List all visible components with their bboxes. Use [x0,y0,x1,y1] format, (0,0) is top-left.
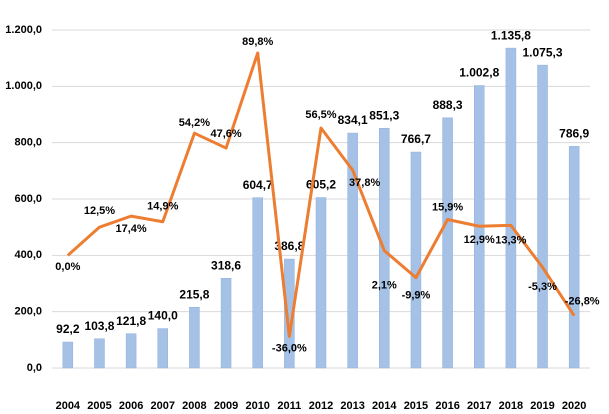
bar-value-label: 786,9 [559,127,589,141]
bar-value-label: 834,1 [338,113,368,127]
x-tick-label: 2014 [372,400,397,412]
bar [410,151,422,369]
x-tick-label: 2010 [245,400,269,412]
bar [537,64,548,369]
bar-value-label: 851,3 [369,108,399,122]
x-tick-label: 2008 [182,400,206,412]
bar [125,333,137,369]
line-value-label: -26,8% [565,296,600,308]
bar-value-label: 121,8 [116,314,146,328]
bar [62,341,74,369]
x-tick-label: 2007 [151,400,175,412]
x-tick-label: 2019 [530,400,554,412]
line-value-label: 2,1% [372,280,397,292]
bar-value-label: 103,8 [84,319,114,333]
x-tick-label: 2016 [435,400,459,412]
line-value-label: 47,6% [210,128,241,140]
bar-value-label: 1.002,8 [459,66,499,80]
bar [284,258,295,369]
bar-value-label: 604,7 [243,178,273,192]
x-tick-label: 2012 [309,400,333,412]
bar-value-label: 140,0 [148,309,178,323]
bar [94,338,105,369]
line-value-label: 54,2% [179,117,210,129]
bar [252,197,263,369]
line [66,51,576,338]
y-tick-label: 400,0 [14,249,42,261]
bar [189,306,200,369]
x-tick-label: 2018 [499,400,523,412]
bar-value-label: 1.135,8 [491,28,531,42]
line-value-label: 37,8% [349,177,380,189]
x-tick-label: 2005 [87,400,111,412]
bar-value-label: 766,7 [401,132,431,146]
y-tick-label: 0,0 [27,362,42,374]
line-value-label: -5,3% [528,281,557,293]
y-tick-label: 1.000,0 [5,80,42,92]
x-tick-label: 2004 [56,400,81,412]
bar [505,47,517,369]
line-value-label: -36,0% [272,342,307,354]
bar [442,117,453,369]
y-tick-label: 800,0 [14,137,42,149]
line-value-label: 0,0% [55,261,80,273]
line-value-label: 17,4% [116,223,147,235]
y-tick-label: 1.200,0 [5,24,42,36]
bar-value-label: 386,8 [274,239,304,253]
y-tick-label: 600,0 [14,193,42,205]
x-tick-label: 2020 [562,400,586,412]
bar [315,197,327,369]
x-tick-label: 2017 [467,400,491,412]
bar [157,328,169,369]
line-value-label: 13,3% [495,234,526,246]
x-tick-label: 2013 [340,400,364,412]
bar [347,132,358,369]
bar [220,278,232,369]
bar-value-label: 92,2 [56,322,80,336]
line-value-label: 56,5% [305,109,336,121]
line-value-label: 12,9% [464,234,495,246]
x-tick-label: 2015 [404,400,428,412]
bar-value-label: 888,3 [433,98,463,112]
line-value-label: -9,9% [402,290,431,302]
bar-value-label: 1.075,3 [523,45,563,59]
y-tick-label: 200,0 [14,306,42,318]
line-value-label: 14,9% [147,201,178,213]
line-value-label: 89,8% [242,36,273,48]
bar [568,146,580,369]
x-tick-label: 2011 [277,400,301,412]
line-value-label: 15,9% [432,201,463,213]
x-tick-label: 2009 [214,400,238,412]
line-value-label: 12,5% [84,205,115,217]
bar-value-label: 215,8 [179,287,209,301]
x-tick-label: 2006 [119,400,143,412]
bar-value-label: 318,6 [211,258,241,272]
